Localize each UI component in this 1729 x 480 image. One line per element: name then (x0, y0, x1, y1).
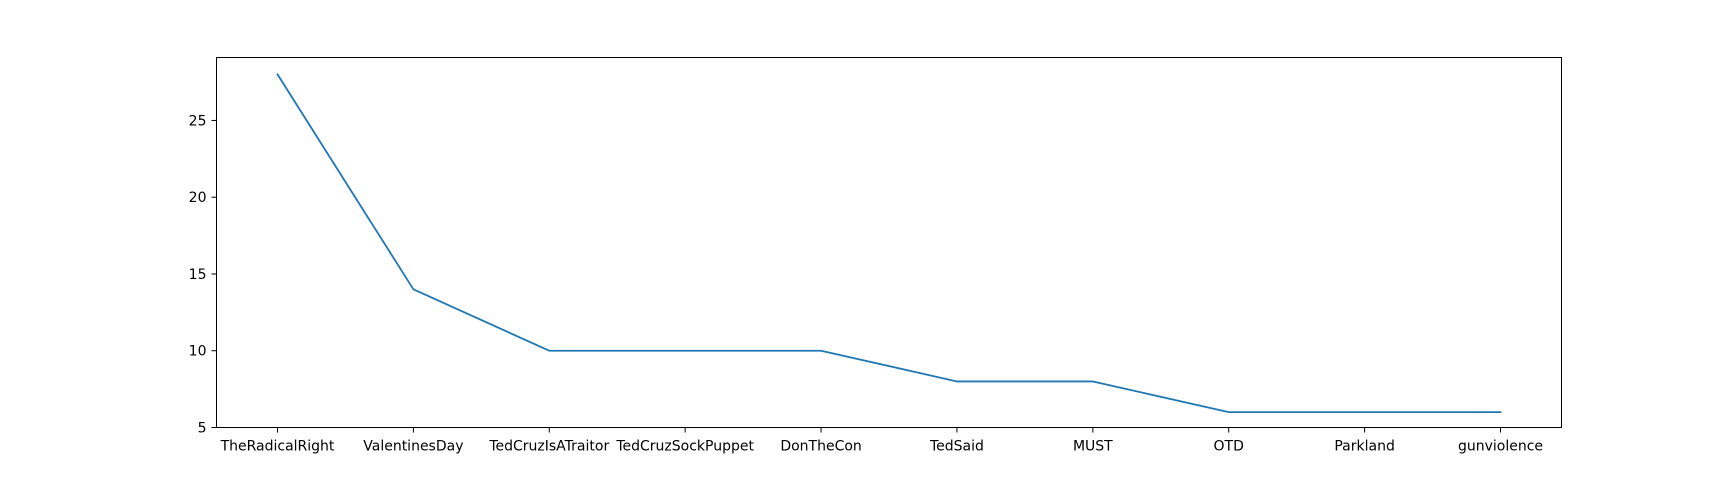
x-tick-label: Parkland (1334, 439, 1394, 455)
y-tick-label: 25 (189, 113, 207, 129)
y-tick-label: 20 (189, 190, 207, 206)
x-tick-label: TedCruzSockPuppet (615, 439, 754, 455)
x-tick-label: DonTheCon (780, 439, 861, 455)
x-tick-label: TedSaid (929, 439, 984, 455)
series-layer (276, 73, 1502, 414)
plot-frame (216, 57, 1562, 428)
y-tick-label: 5 (198, 421, 207, 437)
x-tick-label: TheRadicalRight (220, 439, 335, 455)
x-axis: TheRadicalRight ValentinesDay TedCruzIsATr… (220, 427, 1543, 455)
y-tick-label: 10 (189, 344, 207, 360)
y-axis: 5 10 15 20 25 (189, 113, 217, 437)
y-tick-label: 15 (189, 267, 207, 283)
x-tick-label: OTD (1214, 439, 1244, 455)
x-tick-label: MUST (1073, 439, 1113, 455)
x-tick-label: gunviolence (1458, 439, 1543, 455)
x-tick-label: TedCruzIsATraitor (488, 439, 609, 455)
series-line-0 (276, 73, 1502, 414)
x-tick-label: ValentinesDay (363, 439, 463, 455)
